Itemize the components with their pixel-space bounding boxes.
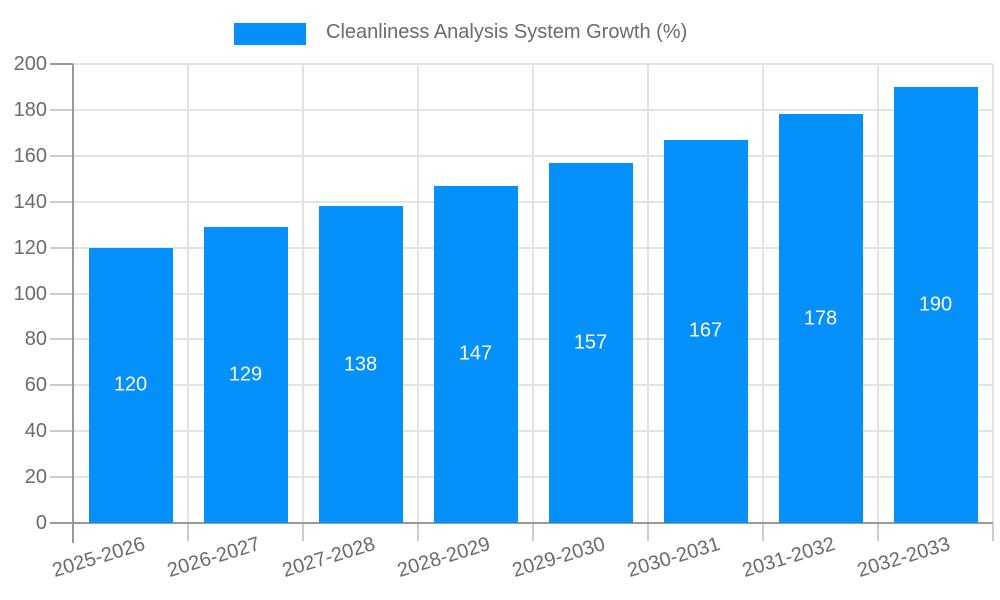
y-tick-label: 120 (13, 236, 47, 259)
x-axis-tick (417, 524, 419, 541)
gridline-vertical (532, 64, 534, 523)
y-tick-label: 200 (13, 53, 47, 75)
y-tick-label: 100 (13, 282, 47, 305)
y-axis-tick (50, 384, 73, 387)
x-axis-tick (302, 524, 304, 541)
y-axis-tick (50, 200, 73, 203)
bar-value-label: 120 (113, 373, 148, 396)
bar[interactable]: 147 (433, 185, 518, 523)
bar-value-label: 178 (803, 307, 838, 330)
y-axis-tick (50, 292, 73, 295)
y-tick-label: 60 (24, 374, 47, 397)
y-tick-label: 80 (24, 328, 47, 351)
x-axis-tick (532, 524, 534, 541)
y-axis-tick (50, 430, 73, 433)
y-axis-line (72, 64, 74, 543)
bar[interactable]: 190 (893, 86, 978, 523)
y-axis-tick (50, 476, 73, 479)
y-axis-tick (50, 108, 73, 111)
gridline-vertical (417, 64, 419, 523)
gridline-vertical (302, 64, 304, 523)
bar-value-label: 190 (918, 293, 953, 316)
bar-value-label: 157 (573, 331, 608, 354)
gridline-vertical (762, 64, 764, 523)
x-axis-tick (762, 524, 764, 541)
gridline-vertical (647, 64, 649, 523)
bar[interactable]: 157 (548, 162, 633, 523)
x-axis-tick (187, 524, 189, 541)
y-axis-tick (50, 246, 73, 249)
x-axis-tick (647, 524, 649, 541)
bar-value-label: 167 (688, 319, 723, 342)
gridline-vertical (187, 64, 189, 523)
y-axis-tick (50, 338, 73, 341)
bar[interactable]: 120 (88, 247, 173, 523)
y-tick-label: 160 (13, 144, 47, 167)
gridline-vertical (992, 64, 994, 523)
x-axis-line (50, 522, 993, 524)
bar-value-label: 147 (458, 342, 493, 365)
gridline-vertical (877, 64, 879, 523)
x-axis-tick (992, 524, 994, 541)
x-axis-tick (877, 524, 879, 541)
bar[interactable]: 129 (203, 226, 288, 523)
y-tick-label: 20 (24, 466, 47, 489)
legend-item[interactable]: Cleanliness Analysis System Growth (%) (234, 18, 687, 46)
y-axis-tick (50, 154, 73, 157)
bar-value-label: 129 (228, 363, 263, 386)
bar-value-label: 138 (343, 353, 378, 376)
y-tick-label: 0 (35, 512, 47, 534)
y-tick-label: 140 (13, 190, 47, 213)
bar[interactable]: 178 (778, 114, 863, 523)
y-tick-label: 180 (13, 98, 47, 121)
y-axis-tick (50, 63, 73, 65)
bar[interactable]: 167 (663, 139, 748, 523)
y-tick-label: 40 (24, 420, 47, 443)
legend-label: Cleanliness Analysis System Growth (%) (326, 21, 688, 43)
legend-swatch-icon (234, 22, 306, 45)
bar[interactable]: 138 (318, 206, 403, 523)
